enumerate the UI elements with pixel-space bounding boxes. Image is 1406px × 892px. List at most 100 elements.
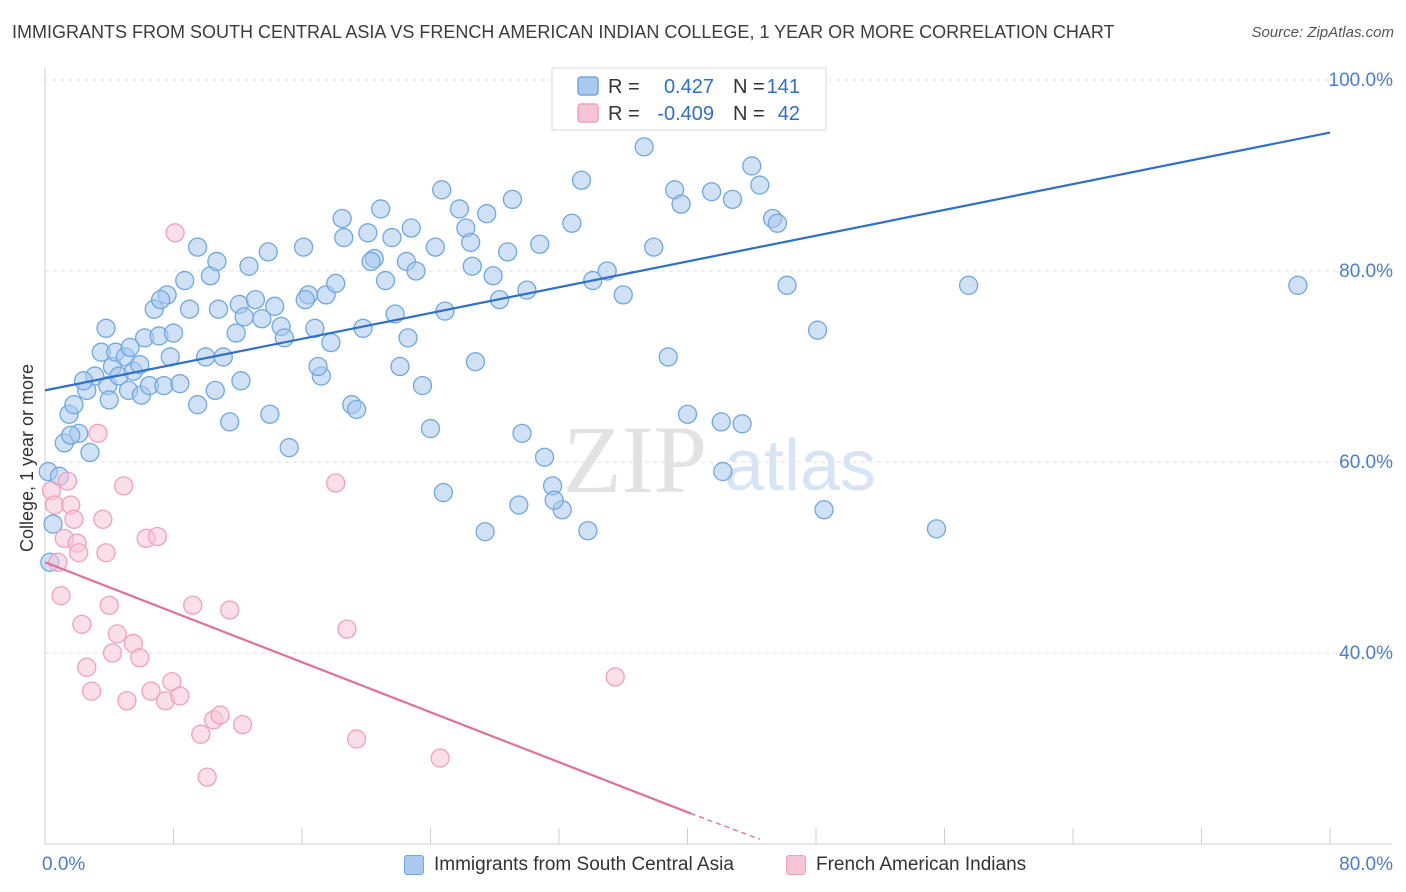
point-blue-135	[509, 495, 529, 515]
point-pink-13	[88, 423, 108, 444]
point-blue-57	[334, 227, 354, 248]
point-blue-117	[465, 352, 486, 372]
point-pink-32	[197, 767, 217, 787]
point-blue-88	[571, 170, 592, 190]
point-blue-31	[179, 299, 200, 319]
point-blue-92	[644, 237, 664, 257]
point-blue-61	[358, 223, 378, 243]
point-pink-35	[220, 600, 240, 620]
point-blue-71	[420, 418, 441, 439]
point-blue-26	[154, 375, 174, 396]
point-blue-131	[461, 232, 481, 253]
point-pink-36	[232, 714, 253, 735]
point-blue-127	[96, 318, 116, 338]
stats-n-label-pink: N =	[733, 103, 765, 125]
point-blue-43	[245, 289, 266, 310]
point-blue-72	[425, 237, 445, 257]
legend-item-immigrants: Immigrants from South Central Asia	[404, 852, 734, 878]
legend-swatch-blue	[404, 855, 424, 875]
trend-line-pink-extension	[690, 812, 761, 840]
point-pink-1	[44, 495, 65, 515]
point-pink-10	[72, 614, 92, 634]
watermark-atlas: atlas	[724, 426, 876, 506]
point-blue-113	[258, 242, 278, 262]
point-blue-81	[497, 242, 518, 262]
point-blue-105	[777, 275, 797, 295]
point-blue-98	[711, 412, 731, 432]
point-pink-17	[102, 643, 123, 663]
chart-source: Source: ZipAtlas.com	[1251, 24, 1394, 41]
point-blue-38	[220, 412, 240, 432]
point-blue-59	[346, 399, 367, 420]
legend-swatch-pink	[786, 855, 806, 875]
point-pink-16	[99, 595, 119, 615]
stats-n-value-pink: 42	[778, 103, 800, 125]
point-blue-42	[239, 256, 259, 276]
point-blue-89	[578, 521, 598, 541]
point-blue-54	[321, 332, 341, 353]
point-blue-45	[260, 404, 280, 424]
point-blue-95	[671, 194, 691, 214]
point-blue-84	[534, 447, 555, 467]
point-blue-10	[80, 442, 100, 463]
point-blue-49	[293, 237, 314, 257]
y-tick-label-40: 40.0%	[1339, 643, 1393, 664]
point-blue-82	[502, 189, 523, 210]
legend-label-immigrants: Immigrants from South Central Asia	[434, 854, 734, 875]
stats-r-label-blue: R =	[608, 76, 640, 98]
point-blue-73	[432, 180, 452, 200]
point-blue-93	[658, 347, 678, 367]
point-blue-75	[449, 199, 470, 219]
stats-r-label-pink: R =	[608, 103, 640, 125]
point-blue-29	[163, 323, 184, 343]
point-blue-78	[477, 204, 497, 224]
point-blue-8	[61, 425, 81, 445]
legend-item-french-american-indians: French American Indians	[786, 852, 1026, 878]
point-blue-129	[231, 371, 251, 391]
stats-n-value-blue: 141	[767, 76, 800, 98]
point-blue-83	[530, 234, 550, 254]
trend-line-blue	[44, 131, 1331, 392]
point-blue-125	[130, 354, 150, 375]
point-pink-14	[93, 509, 113, 529]
stats-swatch-blue	[577, 76, 599, 96]
point-blue-112	[175, 270, 195, 291]
point-pink-20	[117, 691, 137, 711]
legend-label-french-american-indians: French American Indians	[816, 854, 1027, 875]
point-blue-115	[361, 251, 381, 272]
point-blue-70	[406, 261, 426, 281]
point-blue-69	[401, 218, 421, 238]
point-pink-30	[183, 595, 203, 615]
point-blue-111	[187, 237, 208, 257]
point-blue-121	[412, 375, 433, 396]
point-blue-63	[371, 199, 391, 219]
x-tick-label-max: 80.0%	[1339, 854, 1393, 875]
point-blue-44	[252, 309, 272, 329]
point-blue-41	[234, 307, 254, 327]
point-blue-87	[562, 213, 582, 233]
point-blue-64	[375, 270, 396, 291]
y-tick-label-100: 100.0%	[1329, 70, 1394, 91]
point-pink-40	[430, 748, 450, 768]
point-blue-65	[382, 227, 402, 248]
point-pink-3	[51, 586, 71, 606]
y-tick-label-80: 80.0%	[1339, 261, 1393, 282]
point-blue-101	[742, 156, 762, 176]
point-blue-96	[677, 404, 698, 424]
point-pink-12	[81, 681, 102, 701]
point-blue-97	[701, 182, 722, 202]
x-tick-label-min: 0.0%	[42, 854, 85, 875]
axis-layer: 40.0% 60.0% 80.0% 100.0% 0.0% 80.0%	[42, 68, 1393, 875]
point-blue-91	[634, 137, 654, 157]
point-blue-46	[265, 296, 285, 316]
point-blue-106	[807, 320, 828, 340]
point-blue-67	[390, 356, 410, 377]
point-pink-18	[107, 624, 127, 644]
point-blue-6	[64, 395, 84, 415]
point-pink-31	[191, 724, 211, 744]
point-blue-39	[226, 323, 246, 343]
point-blue-55	[326, 273, 346, 294]
trend-line-pink	[44, 561, 692, 815]
point-pink-38	[337, 619, 357, 639]
